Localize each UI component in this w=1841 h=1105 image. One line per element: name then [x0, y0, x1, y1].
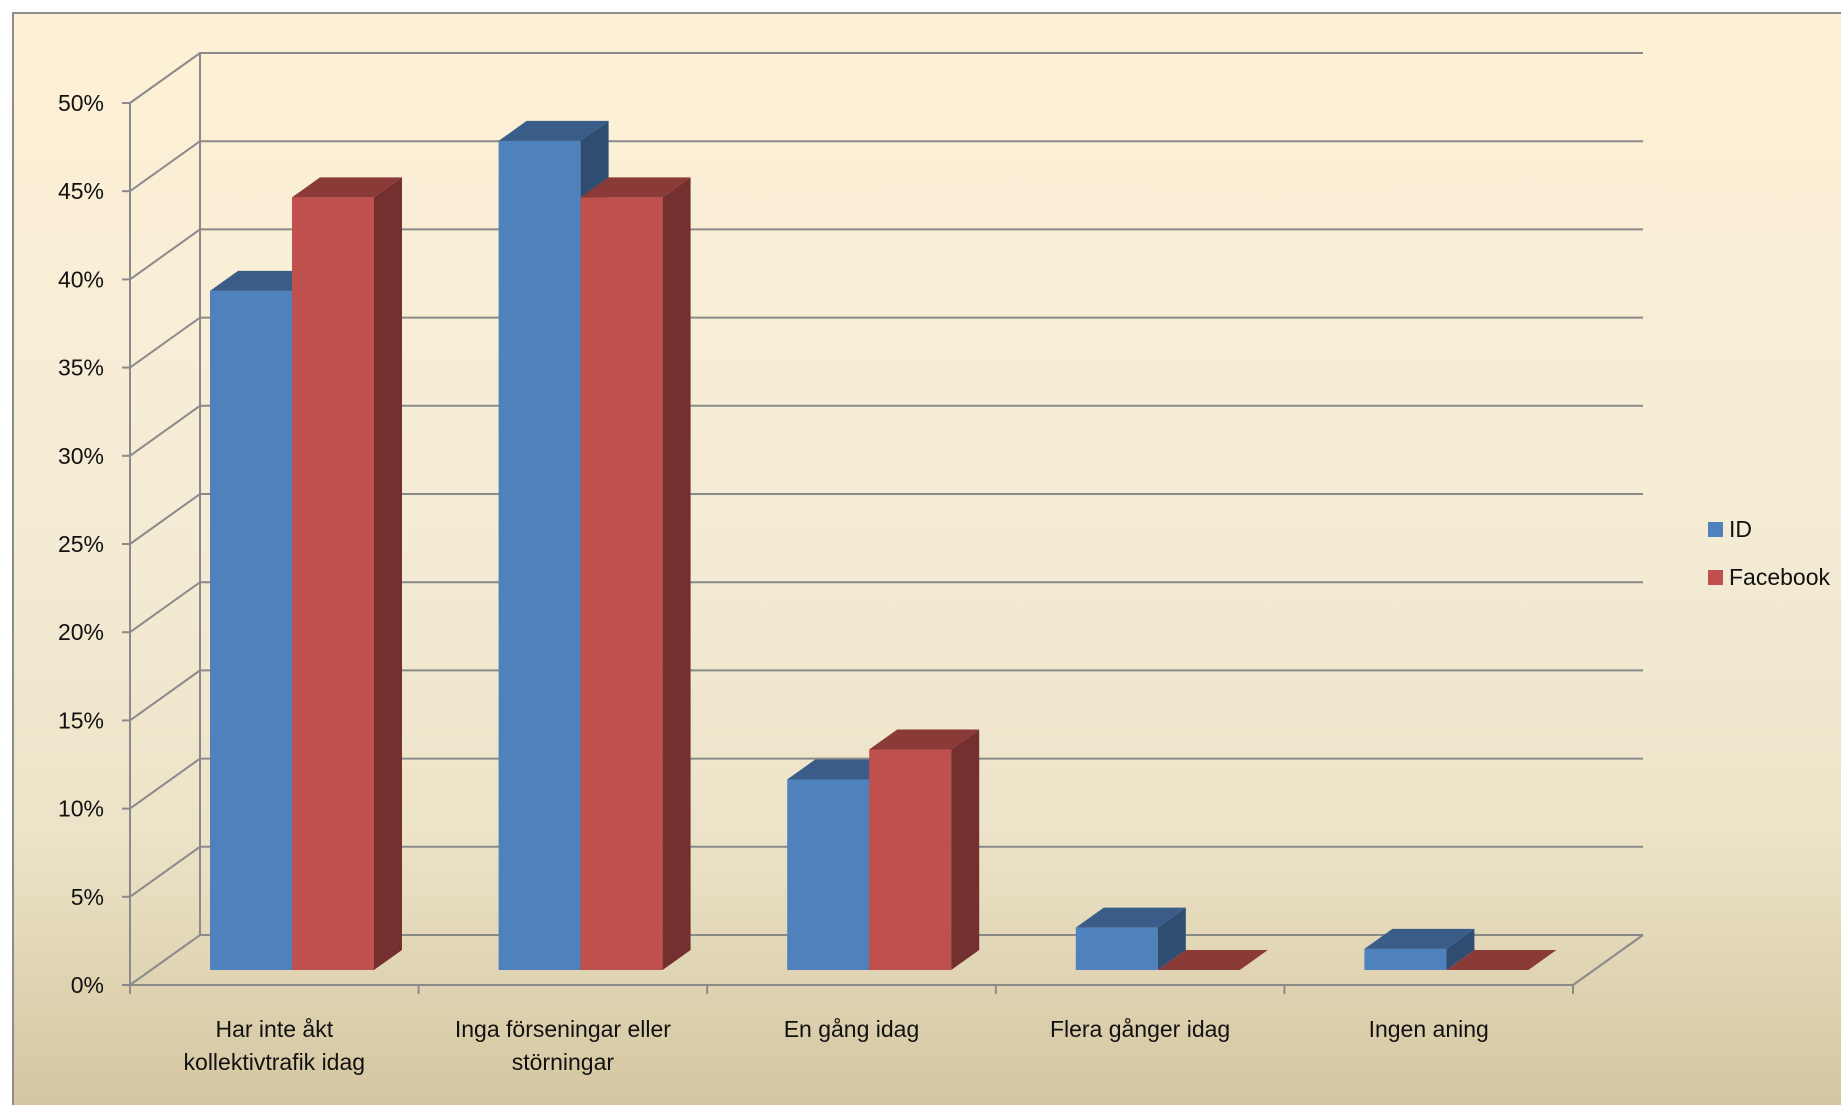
x-category-label: Inga förseningar eller störningar: [455, 1016, 671, 1075]
chart-labels: 0% 5% 10% 15% 20% 25% 30% 35% 40% 45% 50% Har inte …: [58, 90, 1489, 1075]
bar-facebook: [580, 177, 691, 971]
x-category-label: Ingen aning: [1369, 1016, 1489, 1042]
floor-edge: [1572, 934, 1644, 986]
chart-axes: [122, 102, 1574, 994]
x-category-label: Flera gånger idag: [1050, 1016, 1230, 1042]
bar-facebook: [869, 729, 980, 970]
legend-swatch: [1708, 522, 1723, 537]
x-category-label: En gång idag: [784, 1016, 920, 1042]
bar-facebook: [292, 177, 402, 971]
gridline: [129, 52, 1643, 104]
y-tick-label: 25%: [58, 531, 104, 557]
bar-facebook: [1446, 950, 1557, 970]
legend-entry-label: Facebook: [1729, 564, 1831, 590]
y-tick-label: 50%: [58, 90, 104, 116]
x-category-label: Har inte åkt kollektivtrafik idag: [184, 1016, 366, 1075]
y-tick-label: 5%: [71, 884, 104, 910]
chart-bars: [210, 120, 1557, 971]
y-tick-label: 30%: [58, 443, 104, 469]
chart-legend: ID Facebook: [1708, 516, 1831, 590]
bar-id: [1364, 928, 1475, 970]
y-tick-label: 15%: [58, 707, 104, 733]
y-tick-label: 35%: [58, 355, 104, 381]
y-tick-label: 20%: [58, 619, 104, 645]
bar-facebook: [1157, 950, 1268, 970]
legend-entry-label: ID: [1729, 516, 1752, 542]
y-tick-label: 10%: [58, 796, 104, 822]
y-tick-label: 45%: [58, 178, 104, 204]
y-tick-label: 0%: [71, 972, 104, 998]
bar-id: [1075, 907, 1186, 970]
y-tick-label: 40%: [58, 266, 104, 292]
legend-swatch: [1708, 570, 1723, 585]
